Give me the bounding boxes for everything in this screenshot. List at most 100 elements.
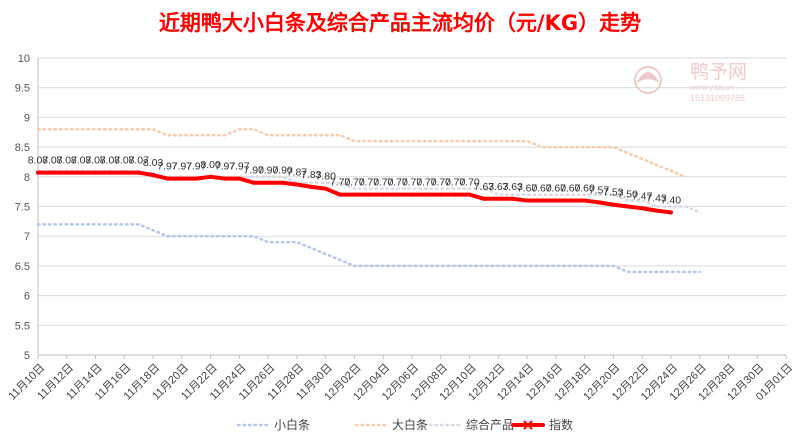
data-label: 7.60: [574, 183, 595, 195]
index-point: [237, 176, 242, 181]
y-tick-label: 8: [24, 172, 30, 184]
y-tick-label: 8.5: [15, 142, 30, 154]
index-point: [338, 192, 343, 197]
data-label: 7.63: [488, 181, 509, 193]
watermark: 鸭予网 www.yazi.cn 15131069765: [634, 61, 747, 103]
index-point: [467, 192, 472, 197]
legend-label: 大白条: [392, 417, 428, 432]
data-label: 8.07: [42, 155, 63, 167]
data-label: 7.97: [172, 161, 193, 173]
index-point: [510, 196, 515, 201]
legend-label: 小白条: [274, 417, 310, 432]
index-point: [107, 170, 112, 175]
y-tick-label: 5.5: [15, 320, 30, 332]
index-point: [539, 198, 544, 203]
series-line-0: [36, 223, 701, 274]
index-point: [381, 192, 386, 197]
index-point: [611, 202, 616, 207]
y-tick-label: 7.5: [15, 202, 30, 214]
index-point: [280, 180, 285, 185]
duck-logo-icon: [634, 66, 662, 94]
data-label: 7.70: [431, 177, 452, 189]
index-point: [654, 208, 659, 213]
data-label: 7.60: [531, 183, 552, 195]
legend-marker-icon: [523, 420, 533, 430]
data-label: 7.60: [517, 183, 538, 195]
index-point: [251, 180, 256, 185]
legend: 小白条 大白条 综合产品 指数: [236, 417, 573, 432]
index-point: [481, 196, 486, 201]
data-label: 7.70: [402, 177, 423, 189]
data-label: 7.60: [546, 183, 567, 195]
watermark-brand: 鸭予网: [690, 61, 747, 83]
data-label: 7.97: [186, 161, 207, 173]
watermark-phone: 15131069765: [690, 93, 745, 103]
index-point: [223, 176, 227, 181]
data-label: 8.07: [57, 155, 78, 167]
index-point: [194, 176, 199, 181]
index-point: [582, 198, 587, 203]
data-label: 7.43: [646, 193, 667, 205]
y-tick-label: 10: [18, 53, 30, 65]
index-point: [294, 182, 299, 187]
data-label: 7.97: [157, 161, 178, 173]
y-tick-label: 9: [24, 112, 30, 124]
y-tick-label: 5: [24, 350, 30, 362]
index-point: [553, 198, 558, 203]
data-label: 7.70: [445, 177, 466, 189]
data-label: 7.70: [459, 177, 480, 189]
data-label: 7.57: [589, 184, 610, 196]
index-point: [525, 198, 530, 203]
data-label: 7.60: [560, 183, 581, 195]
index-point: [352, 192, 357, 197]
data-label: 7.63: [474, 181, 495, 193]
x-axis-ticks: 11月10日11月12日11月14日11月16日11月18日11月20日11月2…: [6, 355, 795, 403]
data-labels: 8.078.078.078.078.078.078.078.078.037.97…: [28, 155, 682, 207]
index-point: [424, 192, 429, 197]
data-label: 7.80: [315, 171, 336, 183]
index-point: [79, 170, 84, 175]
y-tick-label: 9.5: [15, 83, 30, 95]
index-point: [668, 210, 673, 215]
index-point: [625, 204, 630, 209]
index-point: [366, 192, 371, 197]
data-label: 7.53: [603, 187, 624, 199]
data-label: 8.07: [114, 155, 135, 167]
data-label: 7.70: [387, 177, 408, 189]
data-label: 7.90: [272, 165, 293, 177]
data-label: 7.70: [330, 177, 351, 189]
data-label: 8.07: [28, 155, 49, 167]
index-point: [179, 176, 184, 181]
data-label: 8.07: [100, 155, 121, 167]
data-label: 7.50: [618, 189, 639, 201]
data-label: 8.07: [71, 155, 92, 167]
y-tick-label: 6.5: [15, 261, 30, 273]
index-point: [410, 192, 414, 197]
index-point: [640, 206, 645, 211]
index-point: [568, 198, 573, 203]
data-label: 7.47: [632, 190, 653, 202]
index-point: [309, 184, 314, 189]
index-point: [208, 174, 213, 179]
data-label: 7.40: [661, 194, 682, 206]
index-point: [496, 196, 501, 201]
data-label: 8.07: [85, 155, 106, 167]
data-label: 8.07: [128, 155, 149, 167]
series-layer: [36, 128, 701, 274]
index-point: [266, 180, 271, 185]
index-point: [438, 192, 443, 197]
index-point: [93, 170, 98, 175]
data-label: 7.70: [373, 177, 394, 189]
index-point: [165, 176, 170, 181]
data-label: 7.90: [244, 165, 265, 177]
index-point: [122, 170, 127, 175]
y-tick-label: 7: [24, 231, 30, 243]
legend-label: 综合产品: [466, 417, 514, 432]
index-point: [64, 170, 69, 175]
index-point: [597, 200, 601, 205]
data-label: 7.97: [215, 161, 236, 173]
data-label: 7.70: [359, 177, 380, 189]
data-label: 7.87: [287, 167, 308, 179]
y-tick-label: 6: [24, 291, 30, 303]
data-label: 7.70: [416, 177, 437, 189]
